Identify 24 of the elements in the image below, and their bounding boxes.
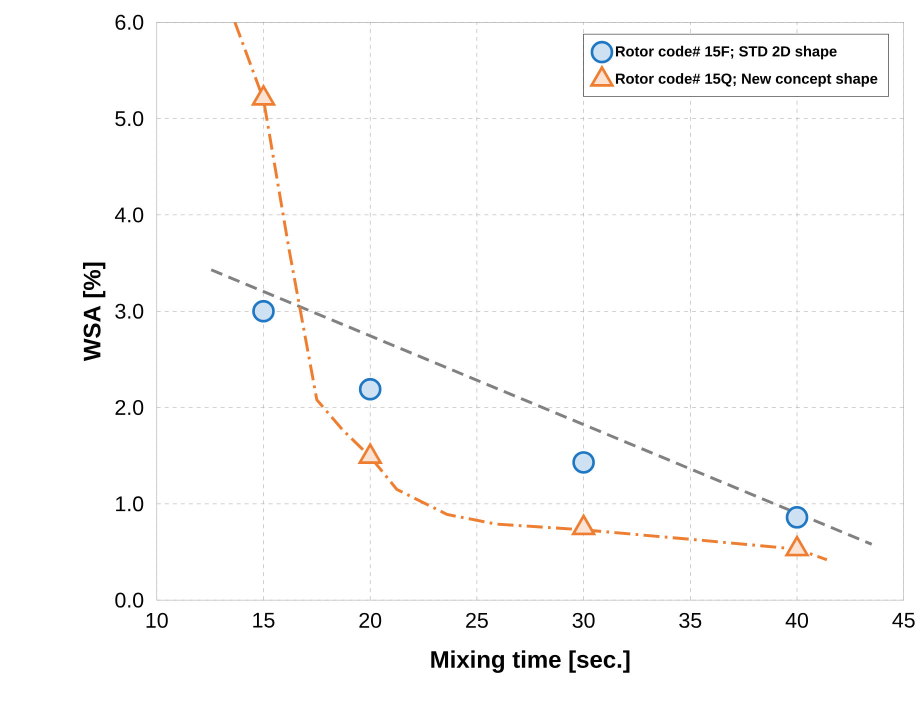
point — [358, 378, 382, 401]
point — [786, 506, 808, 529]
y-axis-title: WSA [%] — [82, 262, 106, 362]
y-tick-label: 2.0 — [116, 400, 144, 416]
point — [252, 300, 275, 323]
x-tick-label: 45 — [892, 612, 915, 628]
legend-label: Rotor code# 15Q; New concept shape — [616, 73, 878, 87]
x-tick-label: 35 — [679, 612, 702, 628]
point — [572, 451, 595, 474]
y-tick-label: 1.0 — [116, 496, 144, 512]
x-tick-label: 20 — [359, 612, 382, 628]
y-tick-label: 4.0 — [114, 207, 144, 222]
point — [252, 85, 276, 106]
y-tick-label: 3.0 — [115, 304, 144, 319]
y-tick-label: 6.0 — [116, 14, 144, 30]
x-tick-label: 15 — [253, 612, 274, 628]
x-tick-label: 25 — [466, 612, 488, 628]
x-tick-label: 40 — [786, 612, 808, 628]
x-axis-title: Mixing time [sec.] — [431, 650, 630, 673]
x-tick-label: 10 — [146, 612, 168, 628]
legend-label: Rotor code# 15F; STD 2D shape — [616, 46, 837, 60]
y-tick-label: 0.0 — [115, 592, 144, 608]
x-tick-label: 30 — [572, 612, 595, 628]
y-tick-label: 5.0 — [115, 111, 144, 126]
